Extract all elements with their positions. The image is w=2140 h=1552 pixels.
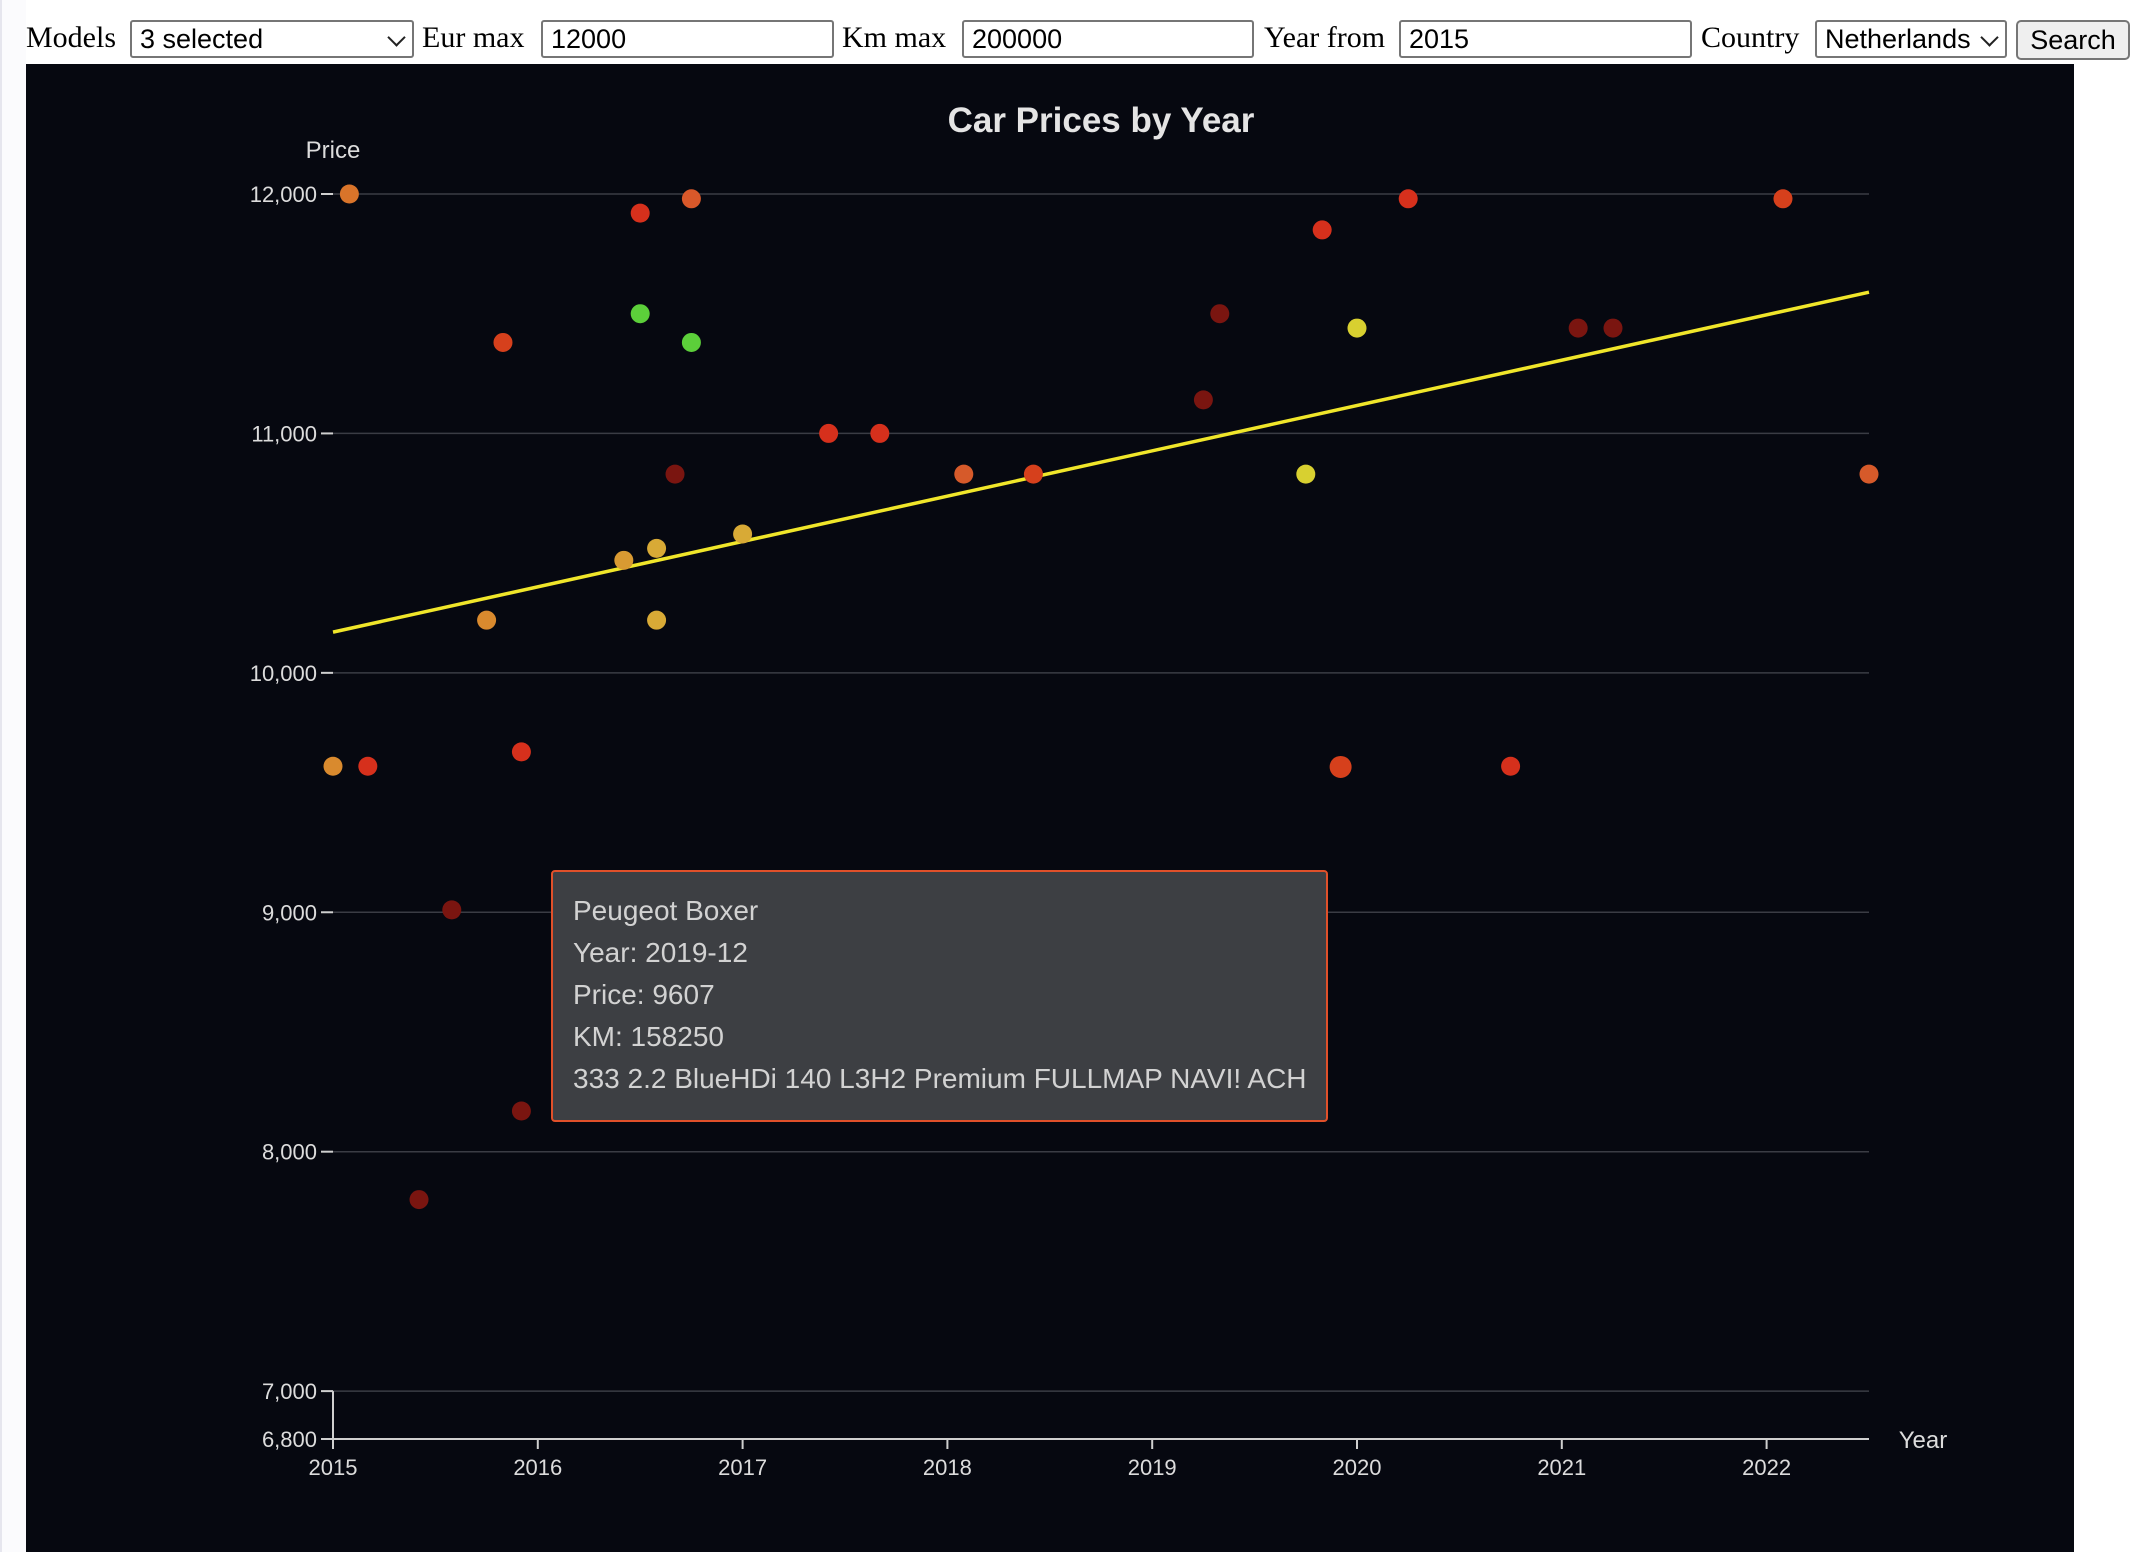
data-point (1859, 464, 1879, 484)
page-left-edge (0, 0, 26, 1552)
data-point (665, 464, 685, 484)
tooltip-description: 333 2.2 BlueHDi 140 L3H2 Premium FULLMAP… (573, 1063, 1307, 1094)
y-tick-label: 8,000 (262, 1140, 317, 1165)
chart-area: Car Prices by Year Price Year 6,800 7,000 8,0… (26, 64, 2074, 1552)
data-point (1603, 318, 1623, 338)
x-tick-label: 2018 (923, 1455, 972, 1480)
y-tick-label: 10,000 (250, 661, 317, 686)
data-point (681, 332, 701, 352)
data-point (339, 184, 359, 204)
country-label: Country (1701, 21, 1800, 54)
data-point-hovered (1329, 755, 1352, 778)
eur-max-input[interactable]: 12000 (541, 20, 834, 58)
year-from-label: Year from (1264, 21, 1386, 54)
data-point (954, 464, 974, 484)
data-point (1347, 318, 1367, 338)
tooltip-year: Year: 2019-12 (573, 937, 748, 968)
data-point (1023, 464, 1043, 484)
data-point (1296, 464, 1316, 484)
km-max-input[interactable]: 200000 (962, 20, 1254, 58)
data-point (409, 1190, 429, 1210)
chevron-down-icon (1980, 28, 1999, 47)
chevron-down-icon (387, 28, 406, 47)
tooltip-model: Peugeot Boxer (573, 895, 759, 926)
data-point (511, 1101, 531, 1121)
data-point (1501, 756, 1521, 776)
y-tick-label: 6,800 (262, 1427, 317, 1452)
km-max-label: Km max (842, 21, 947, 54)
data-point (1210, 304, 1230, 324)
search-button[interactable]: Search (2016, 20, 2130, 60)
data-point (493, 332, 513, 352)
data-point (358, 756, 378, 776)
y-tick-label: 7,000 (262, 1379, 317, 1404)
x-tick-label: 2019 (1128, 1455, 1177, 1480)
data-point (477, 610, 497, 630)
tooltip: Peugeot Boxer Year: 2019-12 Price: 9607 … (551, 870, 1328, 1122)
data-point (681, 189, 701, 209)
trend-line (332, 290, 1870, 634)
data-point (630, 304, 650, 324)
x-tick-label: 2022 (1742, 1455, 1791, 1480)
country-select-value: Netherlands (1825, 24, 1971, 54)
tooltip-price: Price: 9607 (573, 979, 715, 1010)
data-point (733, 524, 753, 544)
country-select[interactable]: Netherlands (1815, 20, 2007, 58)
data-point (1773, 189, 1793, 209)
eur-max-label: Eur max (422, 21, 525, 54)
data-point (870, 423, 890, 443)
x-tick-label: 2017 (718, 1455, 767, 1480)
x-tick-label: 2016 (513, 1455, 562, 1480)
scatter-plot: Car Prices by Year Price Year 6,800 7,000 8,0… (250, 101, 1948, 1480)
data-point (819, 423, 839, 443)
y-axis-label: Price (306, 137, 361, 164)
chart-title: Car Prices by Year (948, 101, 1255, 140)
data-point (1568, 318, 1588, 338)
y-tick-label: 11,000 (251, 421, 317, 446)
x-tick-label: 2015 (309, 1455, 358, 1480)
x-tick-label: 2020 (1333, 1455, 1382, 1480)
models-select[interactable]: 3 selected (130, 20, 414, 58)
data-point (647, 538, 667, 558)
y-tick-label: 12,000 (250, 182, 317, 207)
models-select-value: 3 selected (140, 24, 264, 54)
data-point (323, 756, 343, 776)
y-tick-label: 9,000 (262, 900, 317, 925)
tooltip-km: KM: 158250 (573, 1021, 724, 1052)
data-point (442, 900, 462, 920)
data-point (511, 742, 531, 762)
year-from-input[interactable]: 2015 (1399, 20, 1692, 58)
data-point (1312, 220, 1332, 240)
data-point (614, 550, 634, 570)
data-point (647, 610, 667, 630)
x-tick-label: 2021 (1537, 1455, 1586, 1480)
models-label: Models (26, 21, 116, 54)
data-point (630, 203, 650, 223)
data-point (1193, 390, 1213, 410)
x-axis-label: Year (1899, 1427, 1948, 1454)
filter-bar: Models 3 selected Eur max 12000 Km max 2… (0, 0, 2140, 64)
data-point (1398, 189, 1418, 209)
